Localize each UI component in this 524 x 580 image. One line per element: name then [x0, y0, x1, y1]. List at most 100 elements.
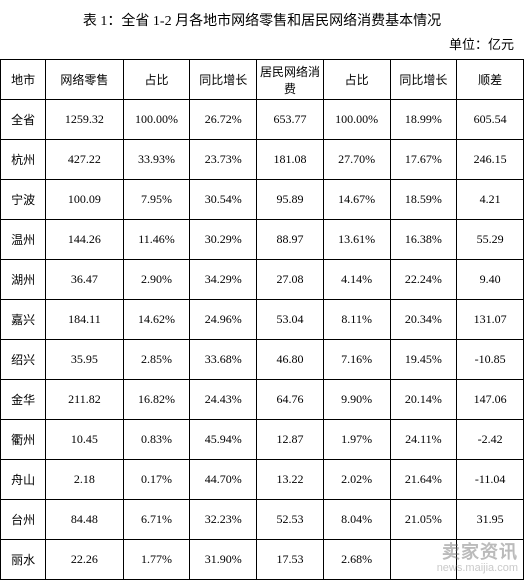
- cell-region: 金华: [1, 380, 46, 420]
- cell-pct1: 14.62%: [123, 300, 190, 340]
- unit-label: 单位：亿元: [0, 34, 524, 59]
- cell-surplus: 131.07: [457, 300, 524, 340]
- cell-region: 舟山: [1, 460, 46, 500]
- cell-growth2: 20.34%: [390, 300, 457, 340]
- col-header-growth2: 同比增长: [390, 60, 457, 100]
- table-row: 宁波100.097.95%30.54%95.8914.67%18.59%4.21: [1, 180, 524, 220]
- col-header-pct1: 占比: [123, 60, 190, 100]
- cell-surplus: 147.06: [457, 380, 524, 420]
- table-title: 表 1：全省 1-2 月各地市网络零售和居民网络消费基本情况: [0, 0, 524, 34]
- cell-surplus: 9.40: [457, 260, 524, 300]
- cell-growth2: 22.24%: [390, 260, 457, 300]
- cell-region: 宁波: [1, 180, 46, 220]
- cell-sales: 22.26: [46, 540, 123, 580]
- cell-sales: 2.18: [46, 460, 123, 500]
- cell-surplus: 31.95: [457, 500, 524, 540]
- cell-growth2: 17.67%: [390, 140, 457, 180]
- cell-growth2: 18.99%: [390, 100, 457, 140]
- col-header-growth1: 同比增长: [190, 60, 257, 100]
- cell-growth2: 24.11%: [390, 420, 457, 460]
- cell-pct2: 2.68%: [323, 540, 390, 580]
- cell-growth2: 18.59%: [390, 180, 457, 220]
- cell-pct2: 4.14%: [323, 260, 390, 300]
- cell-consume: 64.76: [257, 380, 324, 420]
- cell-pct1: 100.00%: [123, 100, 190, 140]
- cell-growth1: 32.23%: [190, 500, 257, 540]
- cell-region: 台州: [1, 500, 46, 540]
- cell-sales: 35.95: [46, 340, 123, 380]
- table-row: 衢州10.450.83%45.94%12.871.97%24.11%-2.42: [1, 420, 524, 460]
- cell-growth1: 33.68%: [190, 340, 257, 380]
- cell-growth2: 20.14%: [390, 380, 457, 420]
- cell-surplus: -11.04: [457, 460, 524, 500]
- cell-pct1: 7.95%: [123, 180, 190, 220]
- cell-growth1: 34.29%: [190, 260, 257, 300]
- table-row: 舟山2.180.17%44.70%13.222.02%21.64%-11.04: [1, 460, 524, 500]
- cell-sales: 36.47: [46, 260, 123, 300]
- cell-surplus: -10.85: [457, 340, 524, 380]
- cell-region: 湖州: [1, 260, 46, 300]
- cell-pct2: 9.90%: [323, 380, 390, 420]
- cell-pct2: 2.02%: [323, 460, 390, 500]
- cell-consume: 181.08: [257, 140, 324, 180]
- table-row: 湖州36.472.90%34.29%27.084.14%22.24%9.40: [1, 260, 524, 300]
- cell-consume: 27.08: [257, 260, 324, 300]
- table-row: 温州144.2611.46%30.29%88.9713.61%16.38%55.…: [1, 220, 524, 260]
- cell-pct1: 2.85%: [123, 340, 190, 380]
- table-body: 全省1259.32100.00%26.72%653.77100.00%18.99…: [1, 100, 524, 580]
- cell-growth1: 44.70%: [190, 460, 257, 500]
- cell-pct2: 1.97%: [323, 420, 390, 460]
- cell-sales: 427.22: [46, 140, 123, 180]
- cell-consume: 12.87: [257, 420, 324, 460]
- col-header-pct2: 占比: [323, 60, 390, 100]
- cell-pct2: 14.67%: [323, 180, 390, 220]
- cell-pct1: 11.46%: [123, 220, 190, 260]
- cell-region: 温州: [1, 220, 46, 260]
- cell-sales: 184.11: [46, 300, 123, 340]
- table-row: 台州84.486.71%32.23%52.538.04%21.05%31.95: [1, 500, 524, 540]
- table-row: 嘉兴184.1114.62%24.96%53.048.11%20.34%131.…: [1, 300, 524, 340]
- cell-sales: 211.82: [46, 380, 123, 420]
- cell-surplus: 246.15: [457, 140, 524, 180]
- cell-sales: 144.26: [46, 220, 123, 260]
- cell-growth2: 21.05%: [390, 500, 457, 540]
- cell-growth1: 26.72%: [190, 100, 257, 140]
- cell-growth1: 45.94%: [190, 420, 257, 460]
- table-row: 杭州427.2233.93%23.73%181.0827.70%17.67%24…: [1, 140, 524, 180]
- cell-pct1: 1.77%: [123, 540, 190, 580]
- cell-consume: 53.04: [257, 300, 324, 340]
- table-row: 金华211.8216.82%24.43%64.769.90%20.14%147.…: [1, 380, 524, 420]
- cell-pct1: 2.90%: [123, 260, 190, 300]
- cell-consume: 95.89: [257, 180, 324, 220]
- cell-consume: 13.22: [257, 460, 324, 500]
- cell-sales: 1259.32: [46, 100, 123, 140]
- cell-growth2: [390, 540, 457, 580]
- cell-pct2: 27.70%: [323, 140, 390, 180]
- cell-surplus: [457, 540, 524, 580]
- cell-growth1: 31.90%: [190, 540, 257, 580]
- cell-pct2: 100.00%: [323, 100, 390, 140]
- cell-growth1: 23.73%: [190, 140, 257, 180]
- header-row: 地市 网络零售 占比 同比增长 居民网络消费 占比 同比增长 顺差: [1, 60, 524, 100]
- cell-consume: 653.77: [257, 100, 324, 140]
- cell-growth2: 21.64%: [390, 460, 457, 500]
- cell-region: 绍兴: [1, 340, 46, 380]
- cell-region: 嘉兴: [1, 300, 46, 340]
- cell-surplus: 605.54: [457, 100, 524, 140]
- cell-region: 丽水: [1, 540, 46, 580]
- table-row: 丽水22.261.77%31.90%17.532.68%: [1, 540, 524, 580]
- cell-sales: 84.48: [46, 500, 123, 540]
- cell-pct1: 0.83%: [123, 420, 190, 460]
- cell-growth2: 19.45%: [390, 340, 457, 380]
- cell-pct2: 8.04%: [323, 500, 390, 540]
- cell-growth2: 16.38%: [390, 220, 457, 260]
- cell-surplus: -2.42: [457, 420, 524, 460]
- cell-growth1: 24.43%: [190, 380, 257, 420]
- cell-growth1: 30.54%: [190, 180, 257, 220]
- col-header-region: 地市: [1, 60, 46, 100]
- table-row: 全省1259.32100.00%26.72%653.77100.00%18.99…: [1, 100, 524, 140]
- cell-pct2: 8.11%: [323, 300, 390, 340]
- cell-pct1: 6.71%: [123, 500, 190, 540]
- cell-pct1: 33.93%: [123, 140, 190, 180]
- cell-pct2: 13.61%: [323, 220, 390, 260]
